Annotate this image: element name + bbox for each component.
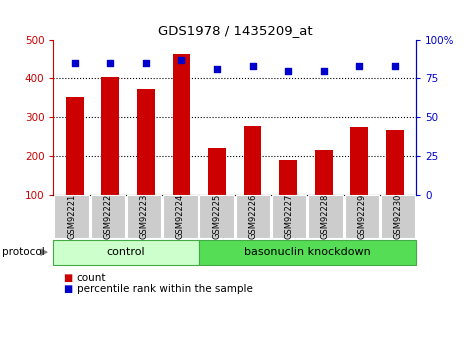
Text: GSM92224: GSM92224 [176, 194, 185, 239]
Bar [351, 127, 368, 195]
Point [391, 63, 399, 69]
Bar [208, 148, 226, 195]
Bar [137, 89, 155, 195]
Text: GSM92230: GSM92230 [393, 194, 403, 239]
Point [320, 68, 327, 73]
Point [249, 63, 256, 69]
Bar [173, 54, 190, 195]
Text: ■: ■ [63, 284, 72, 294]
Text: GSM92228: GSM92228 [321, 194, 330, 239]
Bar [101, 77, 119, 195]
Text: GSM92223: GSM92223 [140, 194, 149, 239]
Point [285, 68, 292, 73]
Text: GSM92227: GSM92227 [285, 194, 294, 239]
Point [106, 60, 114, 66]
Text: GSM92222: GSM92222 [103, 194, 113, 239]
Bar [315, 150, 332, 195]
Point [356, 63, 363, 69]
Text: percentile rank within the sample: percentile rank within the sample [77, 284, 252, 294]
Bar [244, 126, 261, 195]
Point [71, 60, 79, 66]
Text: basonuclin knockdown: basonuclin knockdown [244, 247, 371, 257]
Text: ■: ■ [63, 274, 72, 283]
Text: count: count [77, 274, 106, 283]
Title: GDS1978 / 1435209_at: GDS1978 / 1435209_at [158, 24, 312, 37]
Text: GSM92221: GSM92221 [67, 194, 76, 239]
Text: control: control [106, 247, 146, 257]
Bar [279, 160, 297, 195]
Text: protocol: protocol [2, 247, 45, 257]
Text: GSM92229: GSM92229 [357, 194, 366, 239]
Point [142, 60, 150, 66]
Point [178, 57, 185, 63]
Bar [386, 130, 404, 195]
Text: GSM92226: GSM92226 [248, 194, 258, 239]
Text: GSM92225: GSM92225 [212, 194, 221, 239]
Bar [66, 97, 84, 195]
Point [213, 66, 221, 72]
